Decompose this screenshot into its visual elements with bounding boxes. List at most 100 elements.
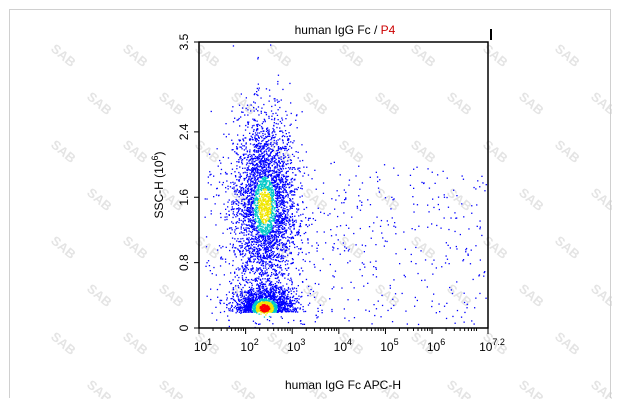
event-dot [266,251,268,253]
event-dot [240,93,242,95]
event-dot [257,187,259,189]
event-dot [316,242,318,244]
event-dot [264,226,267,228]
event-dot [294,303,296,305]
event-dot [281,218,283,220]
event-dot [262,260,264,262]
event-dot [236,188,238,190]
event-dot [251,297,254,299]
event-dot [291,237,293,239]
event-dot [293,225,295,227]
event-dot [264,120,266,123]
event-dot [276,126,278,129]
event-dot [236,304,238,306]
event-dot [357,299,360,301]
event-dot [473,323,475,325]
event-dot [264,272,266,274]
event-dot [461,175,463,177]
event-dot [295,174,297,176]
event-dot [213,196,215,198]
event-dot [263,241,265,243]
event-dot [461,203,463,205]
event-dot [239,177,241,179]
event-dot [319,304,321,306]
event-dot [287,214,289,216]
event-dot [269,170,271,172]
event-dot [248,230,250,232]
event-dot [322,182,325,184]
event-dot [259,161,261,163]
event-dot [285,242,288,244]
event-dot [286,249,288,252]
event-dot [279,162,281,164]
event-dot [254,258,257,260]
event-dot [267,198,269,200]
event-dot [268,150,270,152]
event-dot [258,313,260,315]
event-dot [234,190,236,192]
event-dot [267,147,269,149]
event-dot [296,232,298,234]
event-dot [255,241,257,243]
event-dot [248,286,251,288]
event-dot [287,196,289,198]
event-dot [307,219,310,221]
event-dot [451,292,454,295]
event-dot [267,235,269,237]
event-dot [249,225,251,228]
event-dot [336,226,338,228]
event-dot [293,243,296,246]
event-dot [253,168,256,171]
event-dot [413,187,415,189]
event-dot [279,200,281,202]
event-dot [269,293,272,295]
event-dot [285,118,287,120]
event-dot [233,202,235,204]
event-dot [249,298,252,300]
event-dot [287,175,290,178]
event-dot [264,270,266,272]
event-dot [277,203,279,205]
event-dot [268,187,270,190]
event-dot [262,130,264,132]
event-dot [463,292,465,294]
event-dot [256,277,258,279]
event-dot [267,263,269,265]
event-dot [249,132,251,134]
event-dot [316,317,318,319]
event-dot [239,173,241,175]
event-dot [285,146,287,148]
event-dot [279,186,281,188]
event-dot [361,204,363,206]
event-dot [368,310,370,312]
event-dot [249,295,251,297]
event-dot [271,195,273,197]
event-dot [266,232,268,234]
event-dot [249,195,251,197]
event-dot [252,294,254,297]
event-dot [246,304,248,306]
event-dot [270,143,272,145]
event-dot [256,189,258,191]
event-dot [253,229,255,231]
event-dot [243,297,246,299]
event-dot [268,195,271,198]
event-dot [275,154,277,157]
event-dot [277,220,280,222]
event-dot [404,276,406,278]
event-dot [237,249,240,251]
event-dot [263,186,265,188]
event-dot [250,203,253,205]
event-dot [271,135,274,137]
event-dot [283,223,285,225]
event-dot [253,191,255,193]
event-dot [273,146,276,148]
event-dot [263,176,265,178]
event-dot [261,283,263,286]
event-dot [228,308,230,310]
watermark-text: SAB [120,41,151,70]
event-dot [260,269,262,271]
event-dot [242,210,244,212]
event-dot [271,264,274,266]
event-dot [294,308,296,310]
